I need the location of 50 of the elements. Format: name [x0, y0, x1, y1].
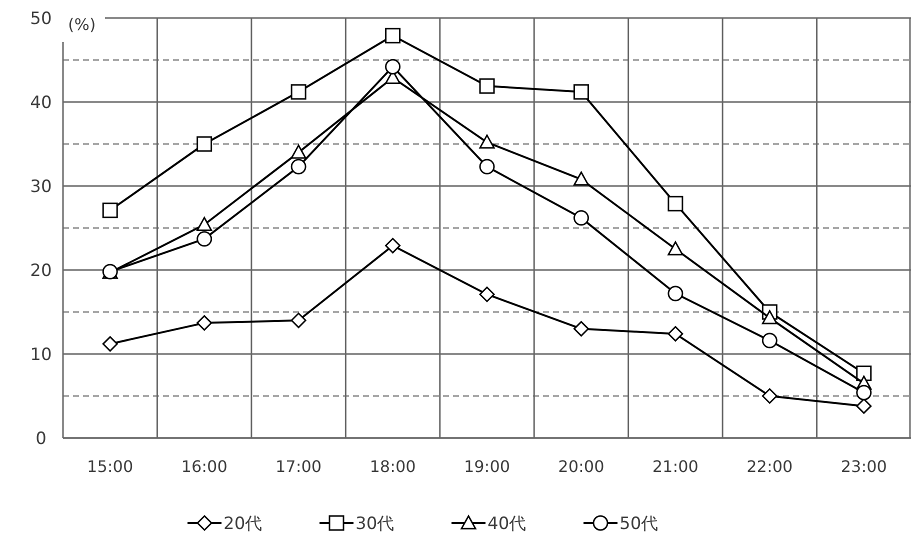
point [290, 144, 306, 159]
x-tick-label: 21:00 [652, 457, 698, 476]
legend-label: 20代 [224, 514, 262, 534]
legend-label: 40代 [488, 514, 526, 534]
point [196, 136, 212, 152]
y-tick-label: 0 [36, 428, 46, 449]
x-tick-label: 17:00 [276, 457, 322, 476]
x-tick-label: 18:00 [370, 457, 416, 476]
x-tick-label: 22:00 [746, 457, 793, 476]
point [196, 231, 212, 247]
point [762, 332, 778, 348]
point [290, 84, 306, 100]
point [573, 84, 589, 100]
point [102, 202, 118, 218]
point [196, 216, 212, 231]
legend-label: 50代 [620, 514, 658, 534]
point [856, 384, 872, 400]
point [102, 336, 118, 352]
point [290, 312, 306, 328]
y-axis-title: (%) [68, 15, 96, 34]
point [290, 158, 306, 174]
point [385, 58, 401, 74]
y-tick-label: 40 [30, 92, 52, 113]
point [668, 286, 684, 302]
y-tick-label: 30 [30, 176, 52, 197]
legend-label: 30代 [356, 514, 394, 534]
x-tick-label: 20:00 [558, 457, 604, 476]
point [385, 28, 401, 44]
point [856, 398, 872, 414]
point [762, 388, 778, 404]
point [479, 78, 495, 94]
x-tick-label: 16:00 [181, 457, 228, 476]
point [479, 158, 495, 174]
y-tick-label: 50 [30, 8, 52, 29]
point [385, 238, 401, 254]
point [573, 172, 589, 186]
point [479, 134, 495, 149]
x-tick-label: 15:00 [87, 457, 134, 476]
x-tick-label: 23:00 [840, 457, 887, 476]
point [668, 326, 684, 342]
point [668, 196, 684, 212]
x-tick-label: 19:00 [464, 457, 510, 476]
y-tick-label: 20 [30, 260, 52, 281]
point [668, 241, 684, 256]
point [573, 210, 589, 226]
point [762, 310, 778, 324]
point [196, 315, 212, 331]
y-tick-label: 10 [30, 344, 52, 365]
point [573, 321, 589, 337]
point [479, 286, 495, 302]
